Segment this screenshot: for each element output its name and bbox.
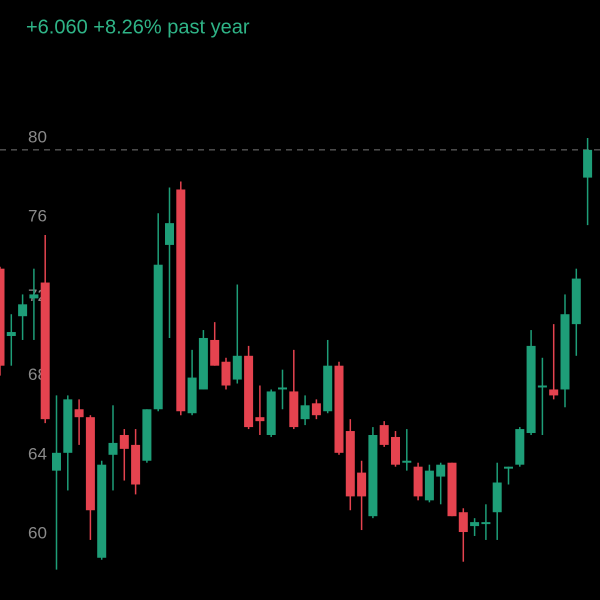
candle-body xyxy=(368,435,378,517)
candle-body xyxy=(74,409,84,418)
candle-body xyxy=(266,391,276,435)
candle-body xyxy=(515,429,525,465)
chart-title: +6.060 +8.26% past year xyxy=(26,16,250,38)
candle-body xyxy=(232,355,242,380)
candle-body xyxy=(289,391,299,428)
candle-body xyxy=(29,294,39,299)
candle-body xyxy=(131,444,141,485)
candle-body xyxy=(345,431,355,497)
candle-body xyxy=(255,417,265,422)
y-tick-label: 76 xyxy=(28,207,47,226)
candle-body xyxy=(323,365,333,412)
y-tick-label: 64 xyxy=(28,444,47,463)
candle-body xyxy=(470,522,480,527)
candle-body xyxy=(334,365,344,453)
y-tick-label: 60 xyxy=(28,523,47,542)
candle-body xyxy=(571,278,581,325)
candle-body xyxy=(560,314,570,390)
candle-body xyxy=(481,522,491,525)
candle-body xyxy=(311,403,321,416)
candle-body xyxy=(198,337,208,390)
candle-body xyxy=(526,345,536,434)
candle-body xyxy=(142,409,152,461)
candle-body xyxy=(153,264,163,410)
candle-body xyxy=(300,405,310,420)
candle-body xyxy=(165,223,174,245)
y-tick-label: 80 xyxy=(28,127,47,146)
candle-body xyxy=(379,425,389,445)
candle-body xyxy=(18,304,28,317)
candle-body xyxy=(244,355,254,428)
candle-body xyxy=(278,387,287,390)
candle-body xyxy=(504,466,513,469)
candle-body xyxy=(97,464,107,558)
candle-body xyxy=(447,462,457,517)
candle-body xyxy=(63,399,73,453)
candle-body xyxy=(537,385,547,388)
candle-body xyxy=(436,464,446,477)
candle-body xyxy=(424,470,434,501)
candle-body xyxy=(413,466,423,497)
candle-body xyxy=(458,512,468,533)
candle-body xyxy=(176,189,186,412)
candle-body xyxy=(402,460,412,463)
candle-body xyxy=(52,452,61,471)
candle-body xyxy=(210,339,220,366)
candle-body xyxy=(357,472,367,497)
candle-body xyxy=(221,361,231,386)
candle-body xyxy=(549,389,559,396)
candle-body xyxy=(492,482,502,513)
candle-body xyxy=(119,435,129,449)
candle-body xyxy=(40,282,50,420)
candle-body xyxy=(583,149,593,178)
candle-body xyxy=(85,417,95,511)
candle-body xyxy=(6,332,16,336)
candle-body xyxy=(0,268,5,366)
candle-body xyxy=(108,442,118,455)
candle-body xyxy=(391,436,400,465)
candle-body xyxy=(187,377,197,414)
